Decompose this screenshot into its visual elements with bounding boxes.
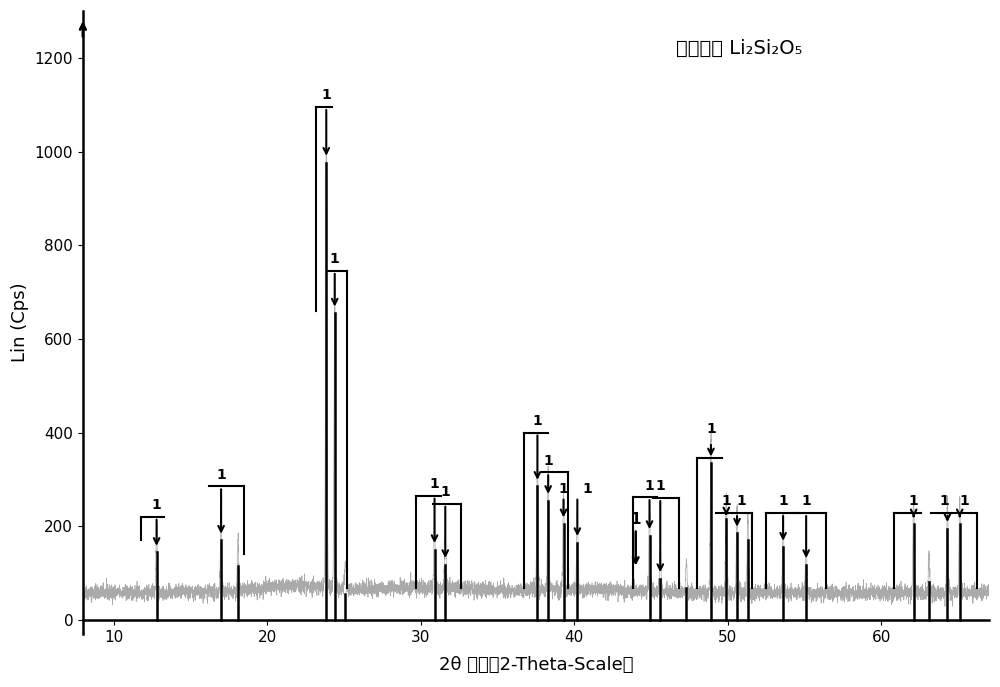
Text: 1: 1 — [330, 252, 340, 267]
Text: 1: 1 — [801, 495, 811, 508]
Text: 1: 1 — [440, 485, 450, 499]
Text: 1: 1 — [909, 495, 919, 508]
Text: 1: 1 — [655, 480, 665, 493]
Text: 1: 1 — [939, 495, 949, 508]
Text: 1: 1 — [152, 498, 161, 513]
Text: 1: 1 — [321, 89, 331, 102]
Text: 1: 1 — [959, 495, 969, 508]
Text: 二硫酸锂 Li₂Si₂O₅: 二硫酸锂 Li₂Si₂O₅ — [676, 39, 803, 58]
Text: 1: 1 — [582, 482, 592, 496]
Text: 1: 1 — [216, 468, 226, 482]
Text: 1: 1 — [706, 423, 716, 436]
Text: 1: 1 — [533, 414, 542, 428]
Text: 1: 1 — [630, 513, 641, 527]
Text: 1: 1 — [778, 495, 788, 508]
Text: 1: 1 — [645, 479, 654, 493]
Text: 1: 1 — [543, 453, 553, 468]
Text: 1: 1 — [559, 482, 568, 496]
Text: 1: 1 — [430, 477, 439, 491]
Y-axis label: Lin (Cps): Lin (Cps) — [11, 283, 29, 362]
Text: 1: 1 — [721, 495, 731, 508]
X-axis label: 2θ 刻度（2-Theta-Scale）: 2θ 刻度（2-Theta-Scale） — [439, 656, 633, 674]
Text: 1: 1 — [737, 495, 747, 508]
